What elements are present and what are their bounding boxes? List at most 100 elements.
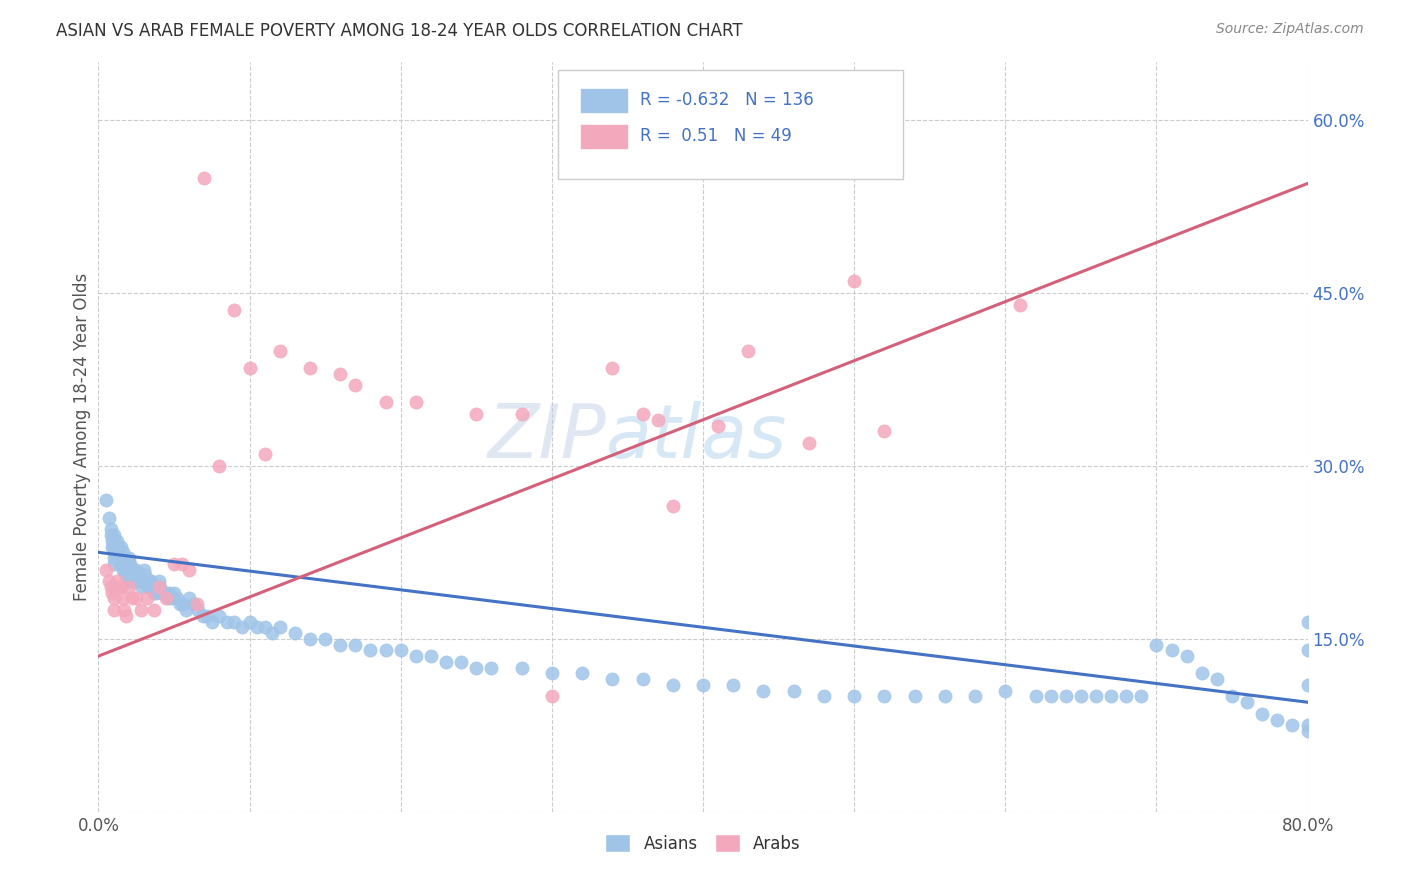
Point [299, 632, 322, 646]
Point [101, 533, 124, 548]
Point [465, 407, 488, 421]
Point [1130, 690, 1153, 704]
Point [571, 666, 593, 681]
Point [631, 672, 654, 686]
Point [1281, 718, 1303, 732]
Point [224, 615, 246, 629]
Point [284, 626, 307, 640]
Point [103, 603, 125, 617]
Point [631, 407, 654, 421]
Point [148, 580, 170, 594]
Point [253, 620, 276, 634]
Point [111, 563, 134, 577]
Point [136, 580, 159, 594]
Point [112, 551, 135, 566]
Point [707, 418, 730, 433]
Point [783, 683, 806, 698]
Point [510, 660, 533, 674]
Point [1039, 690, 1062, 704]
Text: R = -0.632   N = 136: R = -0.632 N = 136 [640, 91, 814, 109]
Point [602, 360, 624, 375]
Point [100, 580, 122, 594]
Point [374, 643, 396, 657]
Point [661, 678, 683, 692]
Point [329, 638, 352, 652]
Point [246, 620, 269, 634]
Point [510, 407, 533, 421]
Point [179, 591, 201, 606]
Point [141, 574, 163, 589]
Point [115, 574, 138, 589]
Legend: Asians, Arabs: Asians, Arabs [599, 828, 807, 860]
Point [145, 585, 167, 599]
Point [193, 170, 215, 185]
Point [299, 360, 322, 375]
Point [150, 585, 173, 599]
Point [156, 591, 179, 606]
Point [602, 672, 624, 686]
Text: Source: ZipAtlas.com: Source: ZipAtlas.com [1216, 22, 1364, 37]
Point [1191, 666, 1213, 681]
Point [904, 690, 927, 704]
Point [1267, 713, 1289, 727]
Point [111, 545, 134, 559]
Point [127, 568, 149, 582]
Point [1296, 678, 1319, 692]
Point [163, 585, 186, 599]
Point [129, 574, 152, 589]
Point [118, 557, 141, 571]
Point [1070, 690, 1092, 704]
Point [153, 585, 176, 599]
Point [965, 690, 987, 704]
Point [143, 585, 166, 599]
Point [122, 563, 145, 577]
Point [101, 585, 124, 599]
Point [114, 568, 136, 582]
Point [374, 395, 396, 409]
Point [723, 678, 745, 692]
Point [107, 540, 129, 554]
Point [105, 545, 128, 559]
Point [107, 551, 129, 566]
Point [873, 425, 896, 439]
Bar [579, 88, 628, 112]
Point [118, 551, 141, 566]
Point [105, 533, 128, 548]
Point [122, 574, 145, 589]
Point [269, 620, 291, 634]
Point [114, 557, 136, 571]
Point [1085, 690, 1108, 704]
Point [111, 591, 134, 606]
Point [149, 580, 172, 594]
Point [661, 500, 683, 514]
Point [118, 580, 141, 594]
Point [163, 557, 186, 571]
Point [360, 643, 382, 657]
Point [844, 275, 866, 289]
Point [103, 545, 125, 559]
Point [148, 574, 170, 589]
Point [103, 540, 125, 554]
Point [107, 580, 129, 594]
Point [231, 620, 253, 634]
Point [100, 522, 122, 536]
Point [155, 591, 177, 606]
Point [125, 591, 148, 606]
Point [1251, 706, 1274, 721]
Point [132, 574, 155, 589]
Point [1099, 690, 1122, 704]
Point [1144, 638, 1167, 652]
Point [103, 591, 125, 606]
Point [1236, 695, 1258, 709]
Point [131, 580, 153, 594]
Point [1296, 718, 1319, 732]
Point [450, 655, 472, 669]
Point [813, 690, 835, 704]
Point [179, 563, 201, 577]
Text: ZIP: ZIP [488, 401, 606, 473]
Point [195, 608, 218, 623]
Point [183, 597, 205, 611]
Point [128, 574, 150, 589]
Point [239, 615, 262, 629]
Point [344, 378, 367, 392]
